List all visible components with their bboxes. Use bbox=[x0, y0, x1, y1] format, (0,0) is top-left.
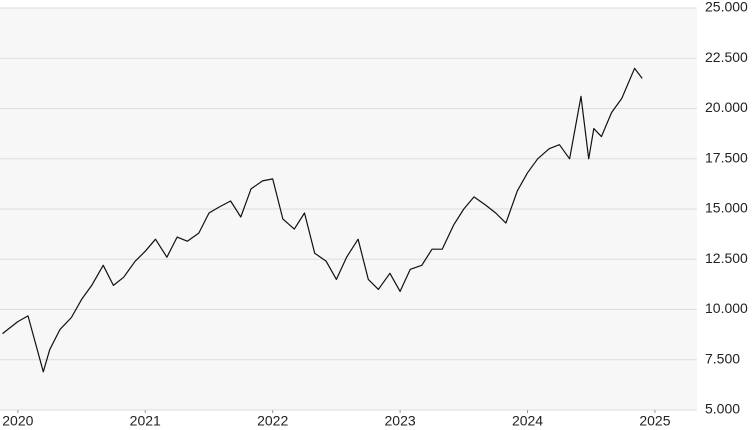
y-tick-label: 7.500 bbox=[705, 350, 740, 366]
x-tick-label: 2023 bbox=[385, 413, 416, 429]
y-tick-label: 20.000 bbox=[705, 99, 748, 115]
y-tick-label: 17.500 bbox=[705, 149, 748, 165]
x-tick-label: 2025 bbox=[639, 413, 670, 429]
x-tick-label: 2020 bbox=[2, 413, 33, 429]
x-tick-label: 2022 bbox=[257, 413, 288, 429]
y-tick-label: 25.000 bbox=[705, 0, 748, 15]
y-tick-label: 10.000 bbox=[705, 300, 748, 316]
y-tick-label: 15.000 bbox=[705, 200, 748, 216]
x-tick-label: 2021 bbox=[130, 413, 161, 429]
price-line bbox=[2, 67, 643, 373]
x-tick-label: 2024 bbox=[512, 413, 543, 429]
y-tick-label: 12.500 bbox=[705, 250, 748, 266]
y-tick-label: 22.500 bbox=[705, 49, 748, 65]
y-tick-label: 5.000 bbox=[705, 401, 740, 417]
